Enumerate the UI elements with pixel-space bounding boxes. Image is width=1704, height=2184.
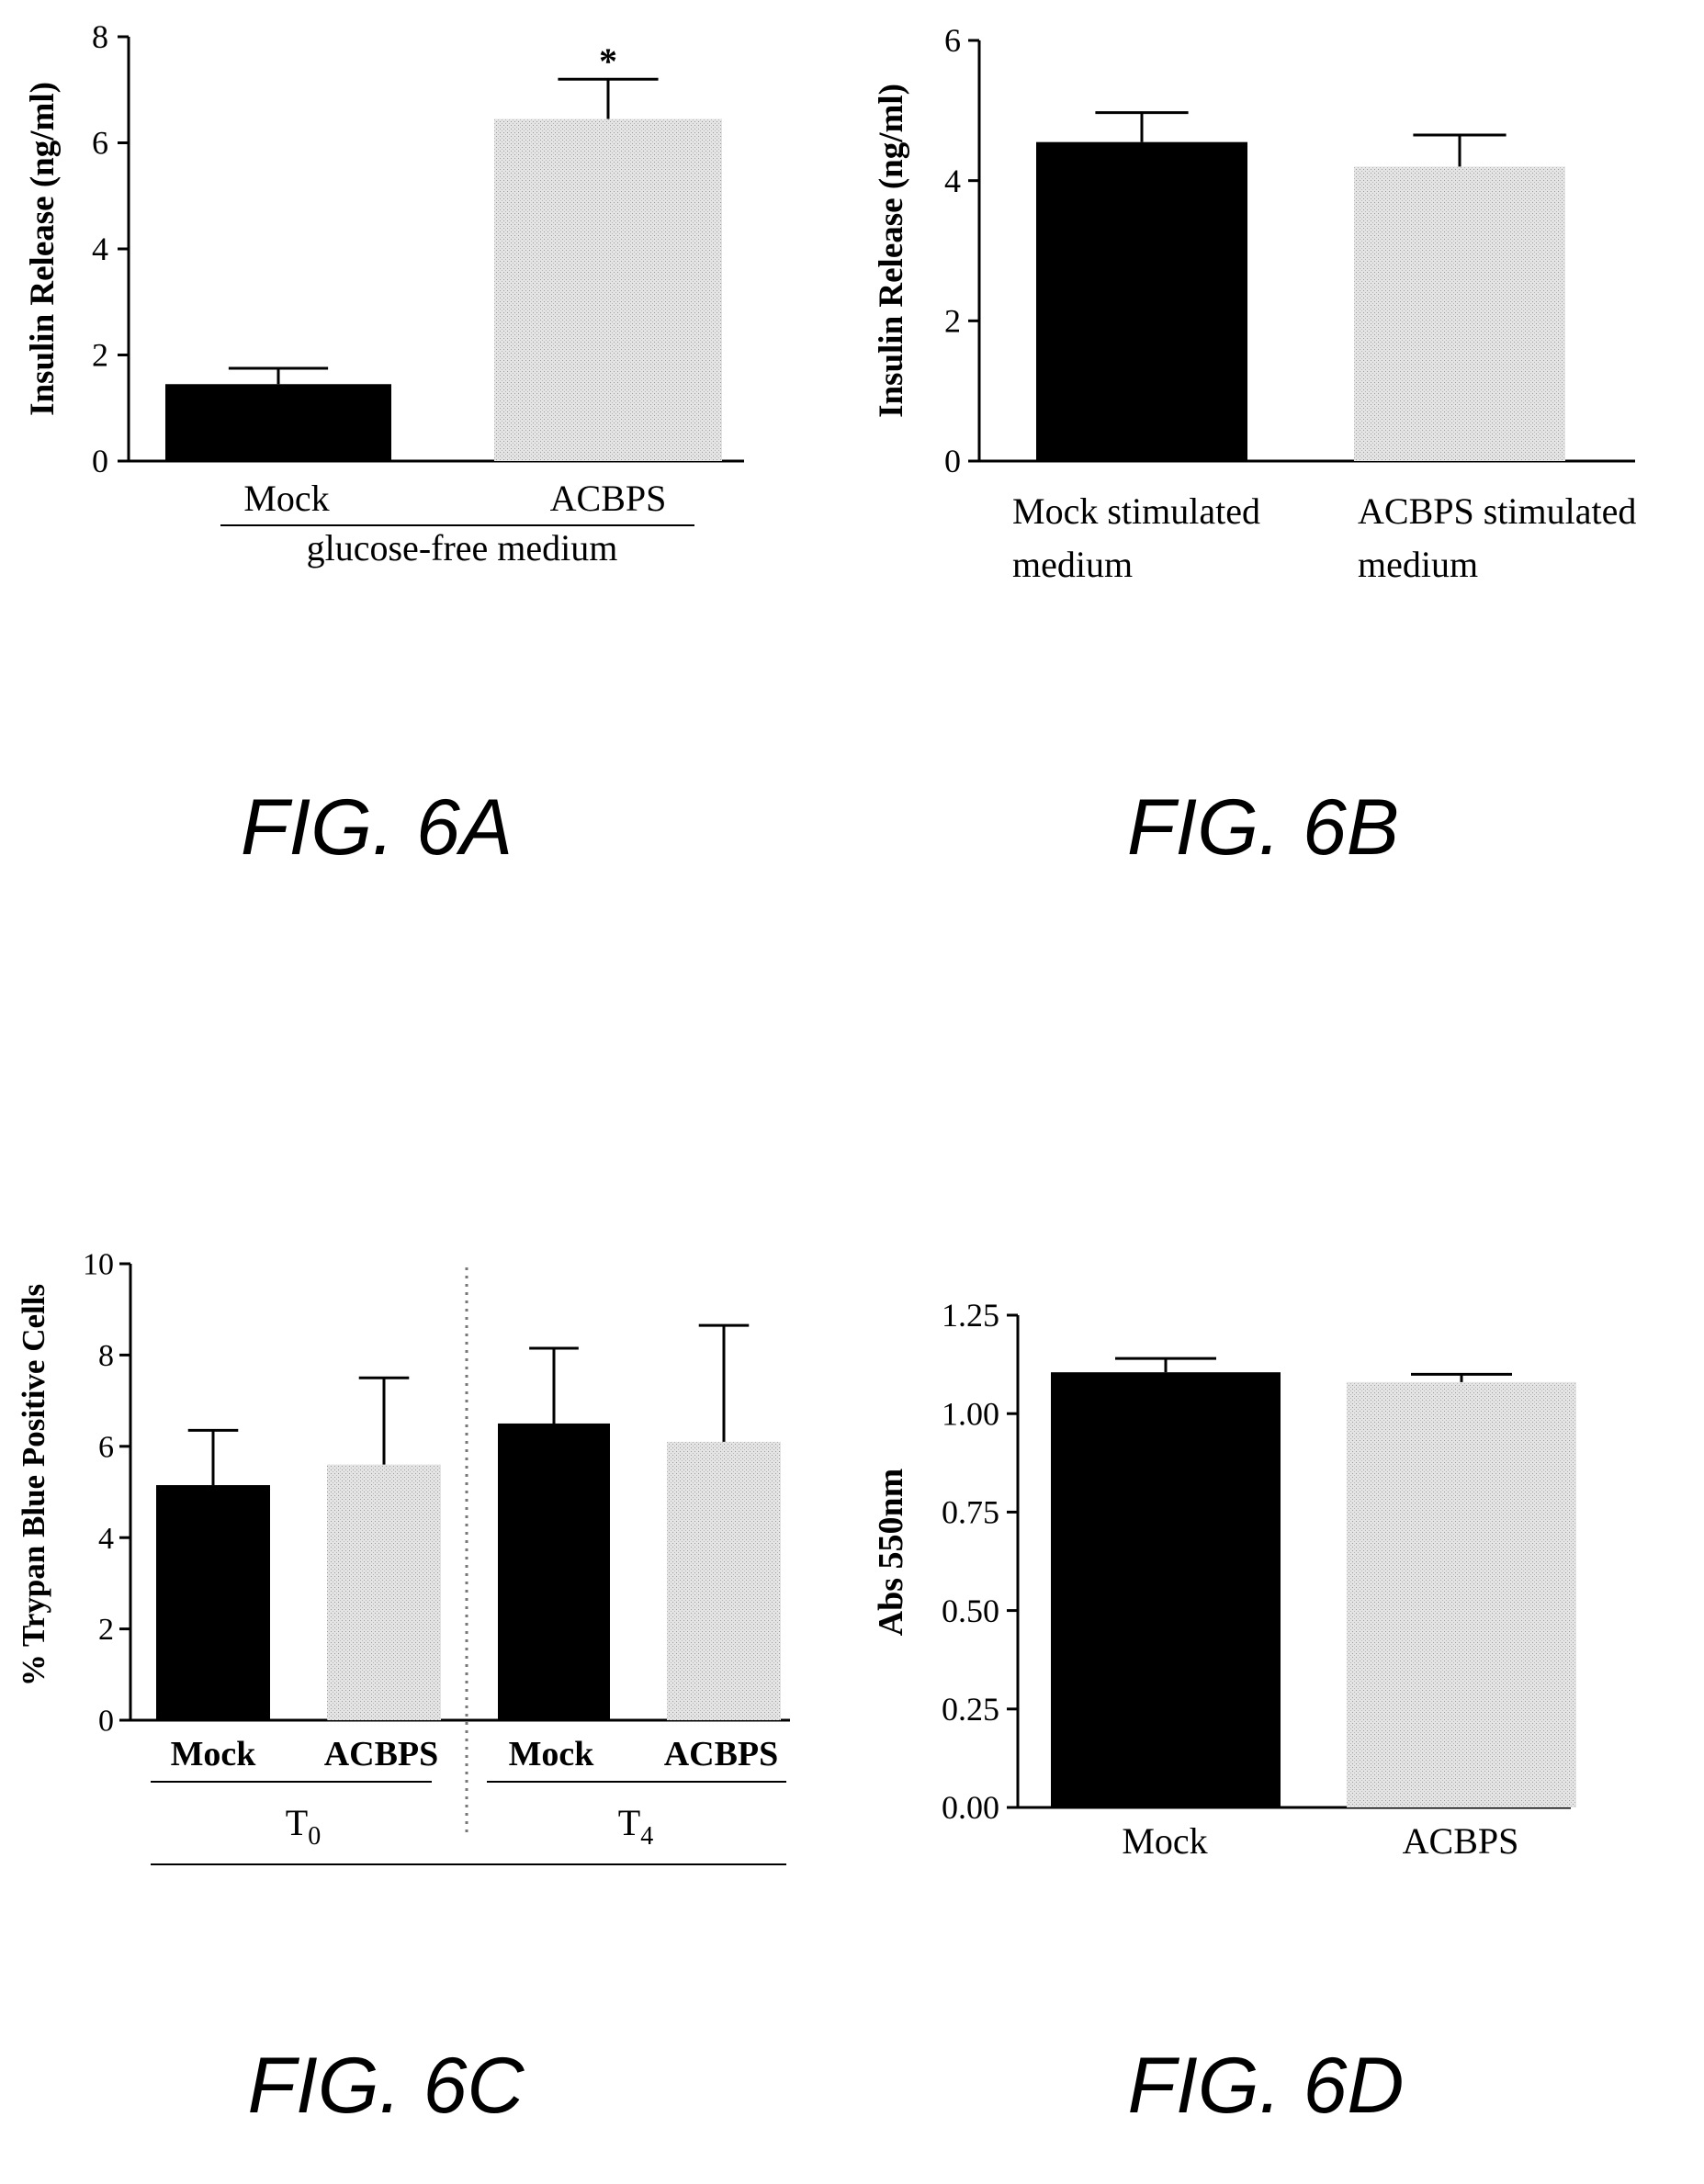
y-tick-label: 2 (98, 1613, 114, 1647)
bar-acbps (667, 1441, 781, 1720)
chart-6d: 0.000.250.500.751.001.25 Abs 550nm Mock … (872, 1297, 1576, 2130)
figure-caption: FIG. 6B (1127, 783, 1399, 872)
y-tick-label: 2 (944, 303, 961, 340)
chart-6c: 0 2 4 6 8 10 % Trypan Blue Positive Cells Moc… (16, 1248, 790, 2130)
y-tick-label: 2 (92, 337, 108, 374)
y-tick-label: 4 (92, 231, 108, 267)
y-tick-label: 1.25 (942, 1297, 999, 1334)
bar-acbps (1347, 1381, 1576, 1807)
y-tick-label: 0 (92, 443, 108, 479)
y-tick-label: 10 (83, 1248, 114, 1282)
y-tick-label: 6 (98, 1430, 114, 1464)
group-label-t0: T0 (286, 1802, 321, 1851)
bar-acbps (1354, 166, 1565, 461)
y-tick-label: 8 (92, 18, 108, 55)
y-tick-label: 0.75 (942, 1494, 999, 1531)
category-label-mock: Mock (243, 478, 329, 519)
figure-caption: FIG. 6A (241, 783, 513, 872)
y-tick-label: 4 (98, 1522, 114, 1556)
y-tick-label: 6 (92, 125, 108, 162)
category-label-acbps: ACBPS (550, 478, 667, 519)
category-label-acbps-t4: ACBPS (664, 1735, 779, 1773)
bar-mock (165, 384, 391, 461)
bar-acbps (494, 118, 722, 461)
bar-mock (156, 1485, 270, 1720)
category-label-mock-line1: Mock stimulated (1012, 490, 1260, 532)
y-tick-label: 0.50 (942, 1593, 999, 1629)
y-tick-label: 8 (98, 1339, 114, 1373)
bar-mock (1036, 141, 1247, 461)
bar-mock (498, 1423, 610, 1720)
group-label-t4-sub: 4 (640, 1822, 653, 1851)
category-label-mock-t4: Mock (509, 1735, 595, 1773)
y-axis-label: Insulin Release (ng/ml) (24, 82, 62, 416)
chart-6b: 0 2 4 6 Insulin Release (ng/ml) Mock stimul… (873, 22, 1636, 872)
category-label-acbps-line2: medium (1358, 544, 1478, 585)
y-axis-label: Insulin Release (ng/ml) (873, 84, 910, 418)
y-tick-label: 0.00 (942, 1789, 999, 1826)
group-label-t4: T4 (618, 1802, 653, 1851)
group-label-t0-main: T (286, 1802, 308, 1843)
category-label-acbps-t0: ACBPS (324, 1735, 439, 1773)
y-axis-label: % Trypan Blue Positive Cells (16, 1284, 51, 1686)
bar-acbps (327, 1464, 441, 1720)
y-tick-label: 0 (944, 443, 961, 479)
significance-asterisk: * (599, 40, 617, 82)
y-tick-label: 6 (944, 22, 961, 59)
category-label-mock-t0: Mock (171, 1735, 257, 1773)
category-label-mock-line2: medium (1012, 544, 1133, 585)
y-tick-label: 4 (944, 163, 961, 199)
figure-caption: FIG. 6C (247, 2042, 525, 2130)
category-label-mock: Mock (1122, 1820, 1207, 1862)
group-label-t4-main: T (618, 1802, 640, 1843)
figure-caption: FIG. 6D (1127, 2042, 1404, 2130)
y-axis-label: Abs 550nm (872, 1469, 910, 1637)
y-tick-label: 0 (98, 1705, 114, 1739)
category-label-acbps-line1: ACBPS stimulated (1358, 490, 1636, 532)
group-label-t0-sub: 0 (308, 1822, 321, 1851)
y-tick-label: 1.00 (942, 1395, 999, 1432)
y-tick-label: 0.25 (942, 1691, 999, 1728)
category-label-acbps: ACBPS (1403, 1820, 1519, 1862)
group-label: glucose-free medium (307, 527, 618, 569)
bar-mock (1051, 1372, 1281, 1807)
chart-6a: 0 2 4 6 8 * Insulin Release (ng/ml) Mock ACB… (24, 18, 744, 872)
